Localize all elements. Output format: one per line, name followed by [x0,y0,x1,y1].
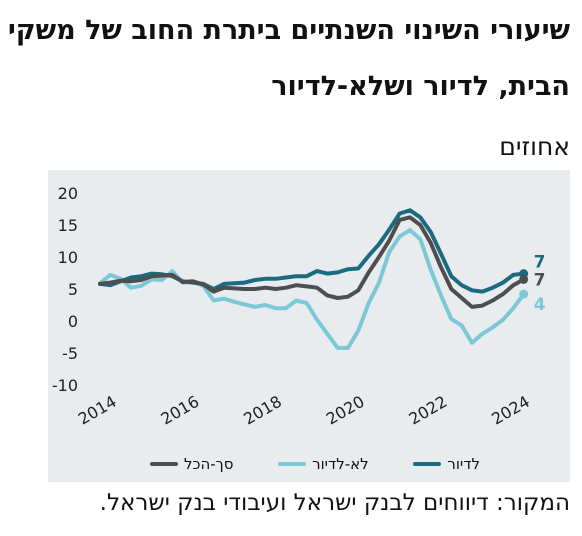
units-label: אחוזים [499,132,570,161]
series-end-point-2 [519,274,529,284]
series-line-2 [98,215,526,309]
chart-panel [48,170,570,482]
y-tick-label: 10 [58,248,78,267]
x-tick-label: 2014 [75,392,120,429]
legend-item-non-housing: לא-לדיור [278,455,369,473]
x-tick-label: 2022 [406,392,451,429]
series-end-points: 4 77 [519,253,546,315]
x-tick-label: 2018 [240,392,285,429]
y-tick-label: 5 [68,280,78,299]
x-axis-ticks: 2014 2016 2018 2020 2022 2024 [75,392,533,429]
legend-item-housing: לדיור [413,455,480,473]
series-line-1 [98,228,526,350]
series-end-label-1: 4 [534,295,546,315]
legend-label-housing: לדיור [447,455,480,473]
x-tick-label: 2024 [488,392,533,429]
source-note: המקור: דיווחים לבנק ישראל ועיבודי בנק יש… [99,490,570,516]
legend: לדיור לא-לדיור סך-הכל [150,455,480,473]
series-end-point-1 [519,289,529,299]
y-axis-ticks: 20 15 10 5 0 -5 -10 [52,184,78,395]
x-tick-label: 2020 [323,392,368,429]
y-tick-label: 20 [58,184,78,203]
chart-title-line-1: שיעורי השינוי השנתיים ביתרת החוב של משקי [7,15,570,46]
legend-swatch-total [150,462,178,466]
legend-swatch-housing [413,462,442,466]
series-end-label-0: 7 [534,253,546,273]
y-tick-label: -5 [62,344,78,363]
legend-swatch-non-housing [278,462,307,466]
y-tick-label: 0 [68,312,78,331]
y-tick-label: 15 [58,216,78,235]
legend-label-total: סך-הכל [184,455,234,473]
legend-item-total: סך-הכל [150,455,233,473]
y-tick-label: -10 [52,376,78,395]
x-tick-label: 2016 [158,392,203,429]
legend-label-non-housing: לא-לדיור [312,455,369,473]
series-lines [98,208,526,350]
series-end-label-2: 7 [534,270,546,290]
chart-title-line-2: הבית, לדיור ושלא-לדיור [271,71,570,102]
